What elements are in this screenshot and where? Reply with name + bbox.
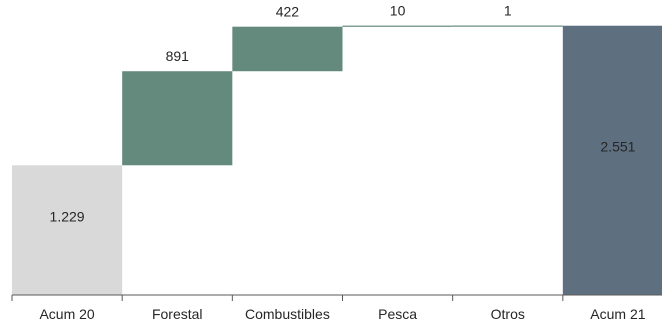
bar-otros: [452, 25, 563, 27]
data-label-otros: 1: [504, 3, 512, 19]
x-tick-label-otros: Otros: [491, 306, 525, 322]
bar-acum-21: [562, 25, 662, 295]
data-label-combustibles: 422: [276, 4, 300, 20]
bar-forestal: [122, 71, 233, 166]
x-tick-label-combustibles: Combustibles: [245, 306, 330, 322]
x-tick-label-acum-21: Acum 21: [590, 306, 645, 322]
bar-combustibles: [232, 26, 343, 72]
data-label-acum-20: 1.229: [50, 208, 85, 224]
x-tick-label-pesca: Pesca: [378, 306, 417, 322]
x-tick-label-acum-20: Acum 20: [39, 306, 94, 322]
x-tick-label-forestal: Forestal: [152, 306, 203, 322]
bar-pesca: [342, 25, 453, 27]
data-label-acum-21: 2.551: [600, 139, 635, 155]
bar-acum-20: [12, 165, 123, 295]
data-label-pesca: 10: [390, 3, 406, 19]
data-label-forestal: 891: [166, 48, 190, 64]
